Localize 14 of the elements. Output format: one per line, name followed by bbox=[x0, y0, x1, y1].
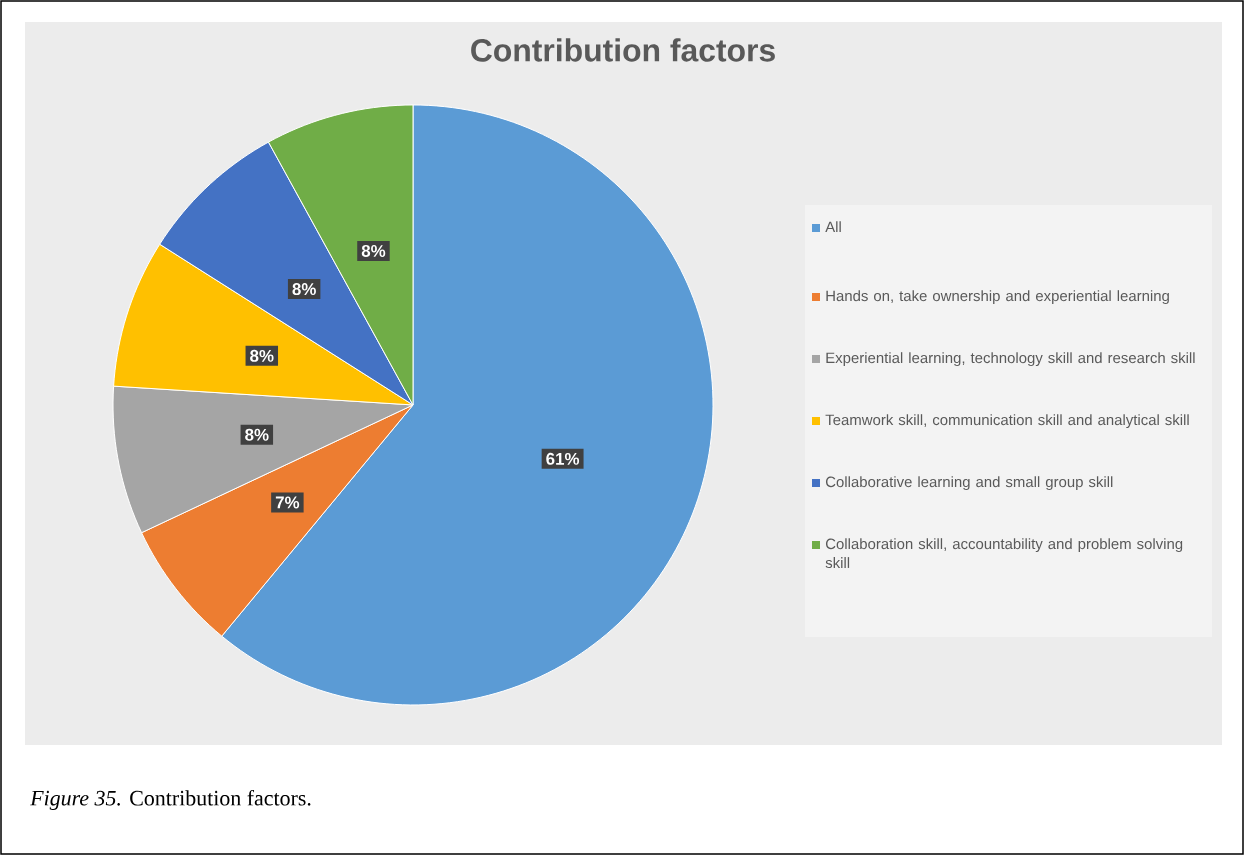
legend-label: Collaboration skill, accountability and problem solving skill bbox=[825, 538, 1183, 569]
data-label: 61% bbox=[546, 452, 580, 465]
data-label: 8% bbox=[292, 283, 316, 296]
legend-label: Collaborative learning and small group skill bbox=[825, 476, 1113, 491]
legend-label: Teamwork skill, communication skill and analytical skill bbox=[825, 414, 1189, 429]
data-label: 7% bbox=[275, 496, 300, 509]
chart-title: Contribution factors bbox=[471, 38, 775, 62]
data-label: 8% bbox=[361, 244, 386, 257]
legend-label: Hands on, take ownership and experiential learning bbox=[826, 290, 1169, 305]
text: Figure 35. Contribution factors. bbox=[30, 789, 311, 811]
data-label: 8% bbox=[250, 349, 274, 362]
data-label: 8% bbox=[245, 428, 269, 441]
legend-label: All bbox=[825, 221, 841, 233]
legend-label: Experiential learning, technology skill and research skill bbox=[826, 352, 1195, 367]
